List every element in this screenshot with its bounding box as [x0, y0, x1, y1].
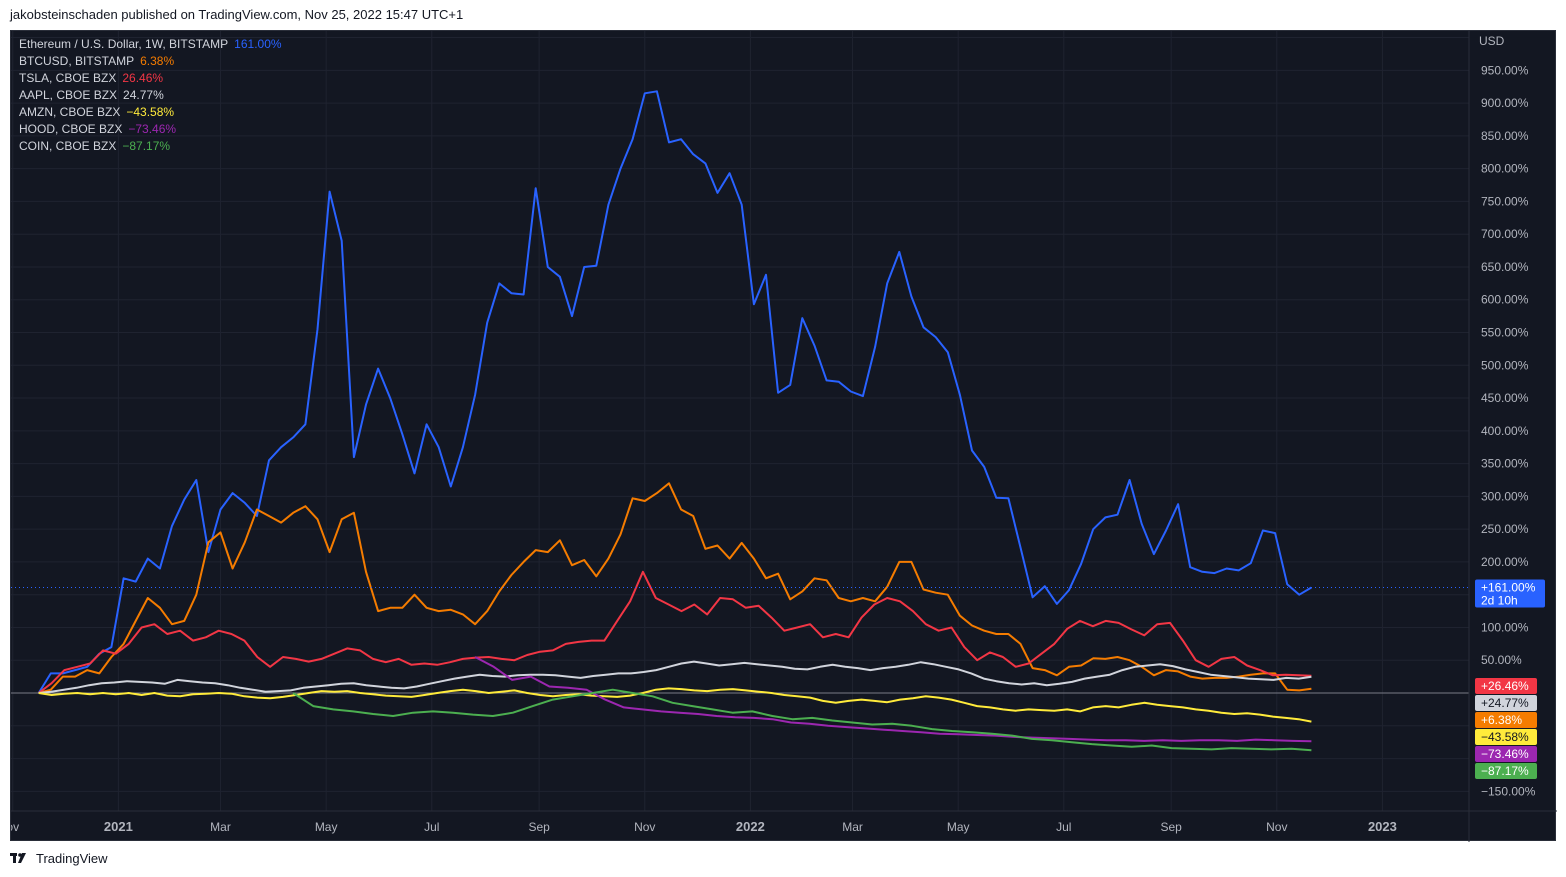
- brand-name: TradingView: [36, 851, 108, 866]
- price-tick-label: 750.00%: [1481, 194, 1529, 208]
- price-badge: [1475, 729, 1537, 745]
- series-line: [38, 482, 1312, 694]
- price-badge-label: +24.77%: [1481, 696, 1529, 710]
- price-tick-label: 850.00%: [1481, 129, 1529, 143]
- price-tick-label: 100.00%: [1481, 620, 1529, 634]
- price-tick-label: 500.00%: [1481, 358, 1529, 372]
- price-scale[interactable]: 950.00% 900.00% 850.00% 800.00% 750.00% 700.0…: [1481, 63, 1536, 798]
- price-tick-label: 900.00%: [1481, 96, 1529, 110]
- legend-series-value: 161.00%: [234, 37, 282, 51]
- price-tick-label: 400.00%: [1481, 424, 1529, 438]
- series-line: [38, 687, 1312, 723]
- legend-row[interactable]: Ethereum / U.S. Dollar, 1W, BITSTAMP 161.…: [19, 37, 282, 51]
- grid-lines: [11, 31, 1469, 811]
- time-tick-label: ov: [11, 820, 19, 834]
- legend-series-value: 6.38%: [140, 54, 174, 68]
- series-line: [37, 90, 1312, 694]
- series-line: [292, 688, 1312, 752]
- price-tick-label: 550.00%: [1481, 326, 1529, 340]
- time-tick-label: 2021: [104, 819, 133, 834]
- time-tick-label: Sep: [528, 820, 550, 834]
- legend-series-name: AAPL, CBOE BZX: [19, 88, 117, 102]
- time-tick-label: Mar: [210, 820, 231, 834]
- legend-series-value: 24.77%: [123, 88, 164, 102]
- time-tick-label: Mar: [842, 820, 863, 834]
- legend-row[interactable]: AAPL, CBOE BZX 24.77%: [19, 88, 164, 102]
- price-badge: [1475, 746, 1537, 762]
- legend-series-name: TSLA, CBOE BZX: [19, 71, 116, 85]
- legend-series-name: BTCUSD, BITSTAMP: [19, 54, 134, 68]
- price-badge-label: +6.38%: [1481, 713, 1522, 727]
- legend-row[interactable]: AMZN, CBOE BZX −43.58%: [19, 105, 174, 119]
- price-badges: +161.00%2d 10h +26.46% +24.77% +6.38% −43.58…: [1475, 579, 1545, 779]
- time-scale[interactable]: ov 2021 Mar May Jul Sep Nov 2022 Mar May Jul Sep Nov…: [11, 819, 1397, 834]
- legend-series-name: Ethereum / U.S. Dollar, 1W, BITSTAMP: [19, 37, 228, 51]
- series-line: [38, 570, 1312, 694]
- legend-series-name: HOOD, CBOE BZX: [19, 122, 122, 136]
- time-tick-label: Sep: [1160, 820, 1182, 834]
- legend-series-name: COIN, CBOE BZX: [19, 139, 116, 153]
- price-badge-label: −73.46%: [1481, 747, 1529, 761]
- price-badge-countdown: 2d 10h: [1481, 593, 1518, 607]
- tradingview-logo-icon: [10, 852, 26, 863]
- time-tick-label: May: [315, 820, 338, 834]
- price-badge: [1475, 712, 1537, 728]
- price-tick-label: 800.00%: [1481, 162, 1529, 176]
- legend-row[interactable]: COIN, CBOE BZX −87.17%: [19, 139, 170, 153]
- price-badge-label: +26.46%: [1481, 679, 1529, 693]
- time-tick-label: Jul: [1056, 820, 1071, 834]
- price-badge-label: −87.17%: [1481, 764, 1529, 778]
- publisher-header: jakobsteinschaden published on TradingVi…: [10, 7, 464, 22]
- price-tick-label: 600.00%: [1481, 293, 1529, 307]
- price-chart[interactable]: 950.00% 900.00% 850.00% 800.00% 750.00% 700.0…: [11, 31, 1557, 842]
- legend-series-value: −43.58%: [126, 105, 174, 119]
- time-tick-label: Jul: [424, 820, 439, 834]
- price-tick-label: 950.00%: [1481, 63, 1529, 77]
- series-line: [474, 656, 1312, 743]
- legend-row[interactable]: HOOD, CBOE BZX −73.46%: [19, 122, 176, 136]
- price-badge-label: +161.00%: [1481, 580, 1536, 594]
- price-badge: [1475, 763, 1537, 779]
- legend-series-value: 26.46%: [122, 71, 163, 85]
- legend-series-name: AMZN, CBOE BZX: [19, 105, 120, 119]
- time-tick-label: May: [947, 820, 970, 834]
- chart-frame[interactable]: 950.00% 900.00% 850.00% 800.00% 750.00% 700.0…: [10, 30, 1557, 842]
- price-tick-label: −150.00%: [1481, 784, 1536, 798]
- time-tick-label: Nov: [634, 820, 655, 834]
- time-tick-label: 2023: [1368, 819, 1397, 834]
- price-tick-label: 50.00%: [1481, 653, 1522, 667]
- legend-row[interactable]: BTCUSD, BITSTAMP 6.38%: [19, 54, 174, 68]
- legend-series-value: −87.17%: [122, 139, 170, 153]
- price-badge-label: −43.58%: [1481, 730, 1529, 744]
- series-line: [38, 660, 1312, 694]
- price-badge: [1475, 695, 1537, 711]
- price-badge: [1475, 678, 1537, 694]
- tradingview-brand[interactable]: TradingView: [10, 851, 108, 866]
- price-tick-label: 250.00%: [1481, 522, 1529, 536]
- series-lines: [11, 90, 1469, 752]
- price-tick-label: 650.00%: [1481, 260, 1529, 274]
- price-tick-label: 300.00%: [1481, 489, 1529, 503]
- price-badge: [1475, 579, 1545, 608]
- legend-series-value: −73.46%: [128, 122, 176, 136]
- legend[interactable]: Ethereum / U.S. Dollar, 1W, BITSTAMP 161.…: [19, 37, 282, 153]
- price-tick-label: 200.00%: [1481, 555, 1529, 569]
- price-tick-label: 450.00%: [1481, 391, 1529, 405]
- time-tick-label: 2022: [736, 819, 765, 834]
- time-tick-label: Nov: [1266, 820, 1287, 834]
- legend-row[interactable]: TSLA, CBOE BZX 26.46%: [19, 71, 163, 85]
- price-tick-label: 700.00%: [1481, 227, 1529, 241]
- currency-label: USD: [1479, 34, 1505, 48]
- price-tick-label: 350.00%: [1481, 457, 1529, 471]
